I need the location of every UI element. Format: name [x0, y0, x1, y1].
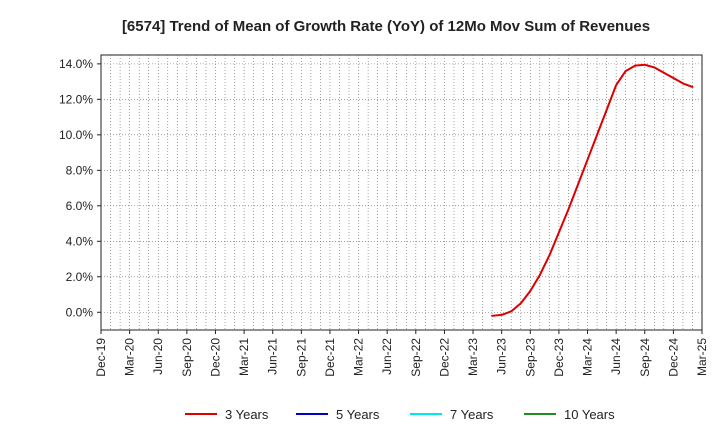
legend-label-5-years: 5 Years: [336, 407, 380, 422]
x-tick-label: Jun-24: [609, 338, 623, 375]
x-tick-label: Mar-25: [695, 338, 709, 376]
x-tick-label: Mar-24: [581, 338, 595, 376]
x-tick-label: Jun-20: [151, 338, 165, 375]
x-tick-label: Jun-21: [266, 338, 280, 375]
y-tick-label: 12.0%: [59, 92, 93, 106]
x-tick-label: Mar-21: [237, 338, 251, 376]
legend-label-10-years: 10 Years: [564, 407, 615, 422]
x-tick-label: Sep-21: [294, 338, 308, 377]
x-tick-label: Mar-20: [123, 338, 137, 376]
legend-label-3-years: 3 Years: [225, 407, 269, 422]
y-tick-label: 4.0%: [66, 234, 94, 248]
y-tick-label: 2.0%: [66, 270, 94, 284]
chart-title: [6574] Trend of Mean of Growth Rate (YoY…: [122, 18, 650, 35]
plot-area: [100, 54, 703, 331]
y-tick-label: 14.0%: [59, 57, 93, 71]
legend: 3 Years 5 Years 7 Years 10 Years: [185, 407, 615, 422]
grid-lines: [101, 55, 702, 330]
y-tick-label: 10.0%: [59, 128, 93, 142]
x-tick-label: Dec-19: [94, 338, 108, 377]
y-axis-ticks: 0.0% 2.0% 4.0% 6.0% 8.0% 10.0% 12.0% 14.0%: [59, 57, 101, 319]
x-tick-label: Sep-24: [638, 338, 652, 377]
x-tick-label: Dec-21: [323, 338, 337, 377]
x-tick-label: Dec-20: [208, 338, 222, 377]
x-tick-label: Dec-22: [437, 338, 451, 377]
y-tick-label: 6.0%: [66, 199, 94, 213]
x-tick-label: Mar-22: [352, 338, 366, 376]
series-lines: [491, 63, 694, 317]
x-tick-label: Sep-20: [180, 338, 194, 377]
x-tick-label: Sep-23: [523, 338, 537, 377]
y-tick-label: 0.0%: [66, 305, 94, 319]
x-tick-label: Dec-23: [552, 338, 566, 377]
x-tick-label: Sep-22: [409, 338, 423, 377]
x-tick-label: Mar-23: [466, 338, 480, 376]
x-axis-ticks: Dec-19 Mar-20 Jun-20 Sep-20 Dec-20 Mar-21 Jun-…: [94, 330, 709, 377]
legend-label-7-years: 7 Years: [450, 407, 494, 422]
x-tick-label: Jun-23: [495, 338, 509, 375]
y-tick-label: 8.0%: [66, 163, 94, 177]
x-tick-label: Dec-24: [666, 338, 680, 377]
x-tick-label: Jun-22: [380, 338, 394, 375]
series-line-3-years: [491, 63, 694, 317]
